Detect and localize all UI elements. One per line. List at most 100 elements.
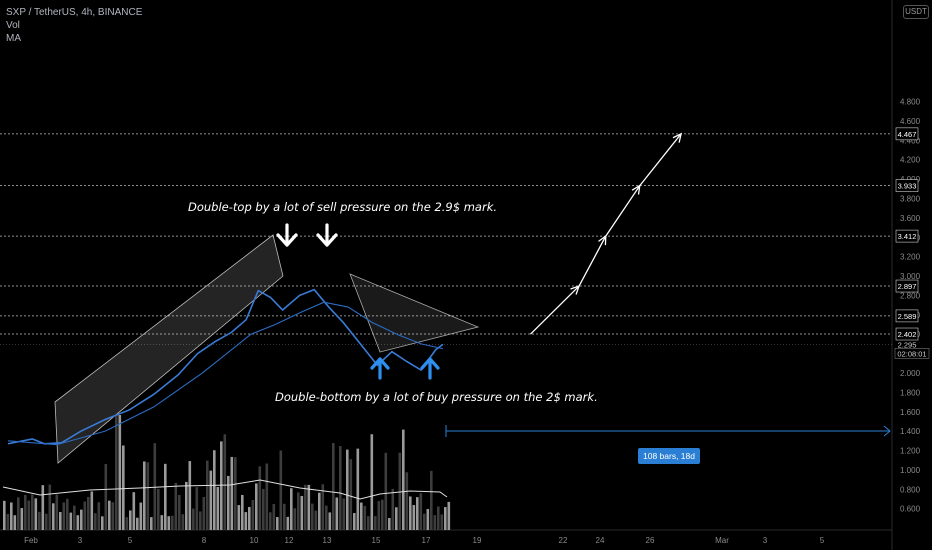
- volume-bar: [171, 515, 174, 530]
- volume-bar: [202, 496, 206, 530]
- volume-bar: [223, 434, 227, 530]
- volume-bar: [206, 460, 209, 530]
- volume-bar: [118, 415, 122, 530]
- time-tick-label: 3: [763, 536, 768, 545]
- volume-bar: [181, 514, 185, 530]
- volume-bar: [237, 505, 241, 530]
- volume-bar: [24, 494, 27, 530]
- volume-bar: [213, 450, 216, 530]
- volume-bar: [377, 501, 381, 530]
- volume-bar: [293, 508, 297, 530]
- volume-bar: [111, 502, 115, 530]
- volume-bar: [41, 485, 45, 530]
- down-arrow-icon: [316, 223, 338, 247]
- price-tick-label: 0.800: [900, 485, 921, 494]
- time-tick-label: 8: [202, 536, 207, 545]
- volume-bar: [125, 517, 129, 530]
- volume-bar: [349, 459, 353, 530]
- volume-bar: [325, 505, 328, 530]
- volume-bar: [437, 506, 440, 530]
- volume-bar: [129, 510, 132, 530]
- ma-line: [7, 301, 444, 446]
- projection-segment: [578, 235, 607, 287]
- volume-bar: [342, 498, 346, 530]
- price-level-box: [895, 327, 919, 341]
- price-level-label: 3.933: [898, 182, 917, 191]
- volume-bar: [143, 461, 146, 530]
- volume-bar: [136, 517, 139, 530]
- time-tick-label: 26: [646, 536, 655, 545]
- volume-bar: [248, 506, 251, 530]
- ascending-channel: [54, 234, 284, 464]
- double-top-annotation: Double-top by a lot of sell pressure on …: [188, 200, 498, 214]
- volume-bar: [146, 462, 150, 530]
- countdown-box: [894, 348, 930, 359]
- currency-badge[interactable]: USDT: [903, 5, 929, 19]
- date-range-arrowhead: [883, 425, 891, 437]
- volume-bar: [230, 456, 234, 530]
- volume-bar: [188, 461, 192, 530]
- volume-bar: [157, 488, 160, 530]
- volume-bar: [52, 503, 55, 530]
- volume-bar: [20, 508, 24, 530]
- volume-bar: [34, 498, 38, 530]
- volume-bar: [265, 463, 269, 530]
- volume-bar: [73, 505, 76, 530]
- price-tick-label: 1.600: [900, 408, 921, 417]
- volume-bar: [13, 515, 17, 530]
- chart-legend: SXP / TetherUS, 4h, BINANCE Vol MA: [6, 6, 142, 45]
- volume-bar: [314, 510, 318, 530]
- volume-bar: [101, 516, 104, 530]
- volume-indicator-label[interactable]: Vol: [6, 20, 20, 31]
- volume-bar: [405, 472, 409, 530]
- price-tick-label: 1.000: [900, 466, 921, 475]
- price-tick-label: 1.200: [900, 447, 921, 456]
- countdown-label: 02:08:01: [897, 349, 926, 358]
- volume-bar: [444, 507, 447, 530]
- price-tick-label: 2.800: [900, 291, 921, 300]
- price-tick-label: 1.800: [900, 388, 921, 397]
- price-tick-label: 4.400: [900, 136, 921, 145]
- price-tick-label: 3.200: [900, 253, 921, 262]
- price-level-box: [895, 309, 919, 323]
- volume-bar: [76, 515, 80, 530]
- time-tick-label: 10: [250, 536, 259, 545]
- date-range-label: 108 bars, 18d: [638, 448, 700, 464]
- ma-indicator-label[interactable]: MA: [6, 33, 21, 44]
- volume-bar: [388, 517, 391, 530]
- projection-segment: [529, 285, 580, 335]
- volume-bar: [300, 496, 304, 530]
- volume-bar: [178, 494, 181, 530]
- volume-bar: [440, 514, 444, 530]
- time-tick-label: Mar: [715, 536, 729, 545]
- volume-bar: [244, 512, 248, 530]
- symbol-label[interactable]: SXP / TetherUS, 4h, BINANCE: [6, 7, 143, 18]
- volume-bar: [409, 496, 412, 530]
- volume-bar: [199, 511, 202, 530]
- volume-bar: [234, 457, 237, 530]
- time-tick-label: 13: [323, 536, 332, 545]
- volume-bar: [185, 481, 188, 530]
- volume-bar: [367, 516, 370, 530]
- volume-bar: [90, 491, 94, 530]
- time-tick-label: 12: [285, 536, 294, 545]
- volume-bar: [335, 497, 339, 530]
- volume-bar: [59, 512, 62, 530]
- time-tick-label: 19: [473, 536, 482, 545]
- volume-bar: [262, 488, 265, 530]
- double-bottom-annotation: Double-bottom by a lot of buy pressure o…: [275, 390, 598, 404]
- volume-bar: [426, 509, 430, 530]
- volume-bar: [55, 494, 59, 530]
- price-tick-label: 2.000: [900, 369, 921, 378]
- volume-bar: [83, 501, 87, 530]
- volume-bar: [423, 513, 426, 530]
- volume-bar: [395, 507, 398, 530]
- volume-bar: [195, 487, 199, 530]
- volume-bar: [209, 470, 213, 530]
- price-level-box: [895, 279, 919, 293]
- price-level-label: 2.589: [898, 312, 917, 321]
- volume-bar: [283, 503, 286, 530]
- volume-bar: [3, 500, 6, 530]
- price-tick-label: 0.600: [900, 505, 921, 514]
